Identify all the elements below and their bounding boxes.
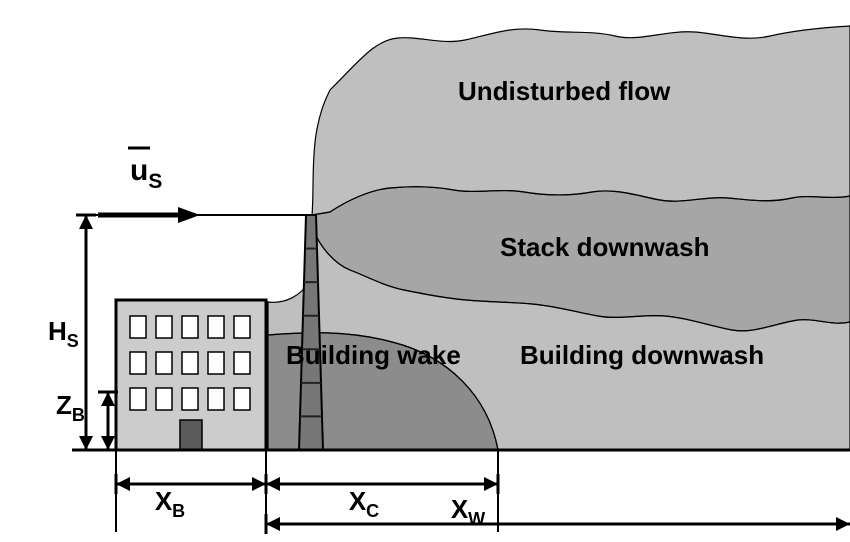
building-window <box>182 352 198 374</box>
building-window <box>156 388 172 410</box>
building-window <box>208 352 224 374</box>
building-window <box>208 316 224 338</box>
wind-arrow-head <box>178 207 200 223</box>
building-window <box>234 352 250 374</box>
building-window <box>208 388 224 410</box>
wind-label: uS <box>130 154 162 193</box>
diagram-canvas: uS Undisturbed flow Stack downwash Building… <box>0 0 850 542</box>
dim-label-xw: XW <box>451 494 485 529</box>
building-window <box>156 352 172 374</box>
building-window <box>130 316 146 338</box>
region-label-building_wake: Building wake <box>286 340 461 370</box>
dim-label-zb: ZB <box>56 390 85 425</box>
building-window <box>182 388 198 410</box>
dim-label-hs: HS <box>48 316 79 351</box>
building-window <box>130 352 146 374</box>
region-undisturbed_flow <box>312 26 850 215</box>
building-window <box>130 388 146 410</box>
building-window <box>234 316 250 338</box>
region-label-undisturbed_flow: Undisturbed flow <box>458 76 671 106</box>
building-window <box>182 316 198 338</box>
region-label-stack_downwash: Stack downwash <box>500 232 710 262</box>
building-window <box>234 388 250 410</box>
dim-label-xb: XB <box>155 486 185 521</box>
region-label-building_downwash: Building downwash <box>520 340 764 370</box>
dim-label-xc: XC <box>349 486 379 521</box>
building-door <box>180 420 202 450</box>
building-window <box>156 316 172 338</box>
